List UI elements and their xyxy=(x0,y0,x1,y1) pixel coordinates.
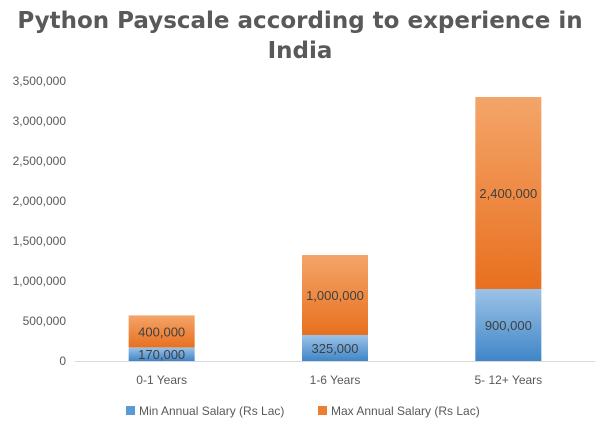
x-tick-label: 0-1 Years xyxy=(136,373,187,387)
data-label: 170,000 xyxy=(138,347,185,362)
y-tick-label: 2,000,000 xyxy=(13,194,67,208)
legend: Min Annual Salary (Rs Lac) Max Annual Sal… xyxy=(126,404,480,418)
bar-segment-min xyxy=(302,335,368,361)
data-label: 400,000 xyxy=(138,324,185,339)
y-tick-label: 2,500,000 xyxy=(13,154,67,168)
data-label: 1,000,000 xyxy=(306,288,364,303)
y-tick-label: 500,000 xyxy=(23,314,67,328)
bar-segment-max xyxy=(302,255,368,335)
chart-title-line-1: Python Payscale according to experience … xyxy=(17,8,582,34)
plot-area: 0 500,000 1,000,000 1,500,000 2,000,000 2,500… xyxy=(13,74,595,387)
bar-segment-max xyxy=(475,97,542,289)
data-label: 325,000 xyxy=(312,341,359,356)
data-label: 900,000 xyxy=(485,318,532,333)
legend-swatch xyxy=(126,406,135,415)
legend-label: Min Annual Salary (Rs Lac) xyxy=(139,404,284,418)
y-tick-label: 1,500,000 xyxy=(13,234,67,248)
legend-label: Max Annual Salary (Rs Lac) xyxy=(331,404,480,418)
y-tick-label: 3,500,000 xyxy=(13,74,67,88)
y-tick-label: 0 xyxy=(59,354,66,368)
chart-title-line-2: India xyxy=(268,38,333,64)
bar-segment-max xyxy=(128,315,195,348)
bar-segment-min xyxy=(475,289,542,361)
y-tick-label: 3,000,000 xyxy=(13,114,67,128)
y-tick-label: 1,000,000 xyxy=(13,274,67,288)
bar-segment-min xyxy=(128,347,195,361)
x-tick-label: 5- 12+ Years xyxy=(474,373,542,387)
x-tick-label: 1-6 Years xyxy=(310,373,361,387)
data-label: 2,400,000 xyxy=(479,186,537,201)
legend-swatch xyxy=(318,406,327,415)
